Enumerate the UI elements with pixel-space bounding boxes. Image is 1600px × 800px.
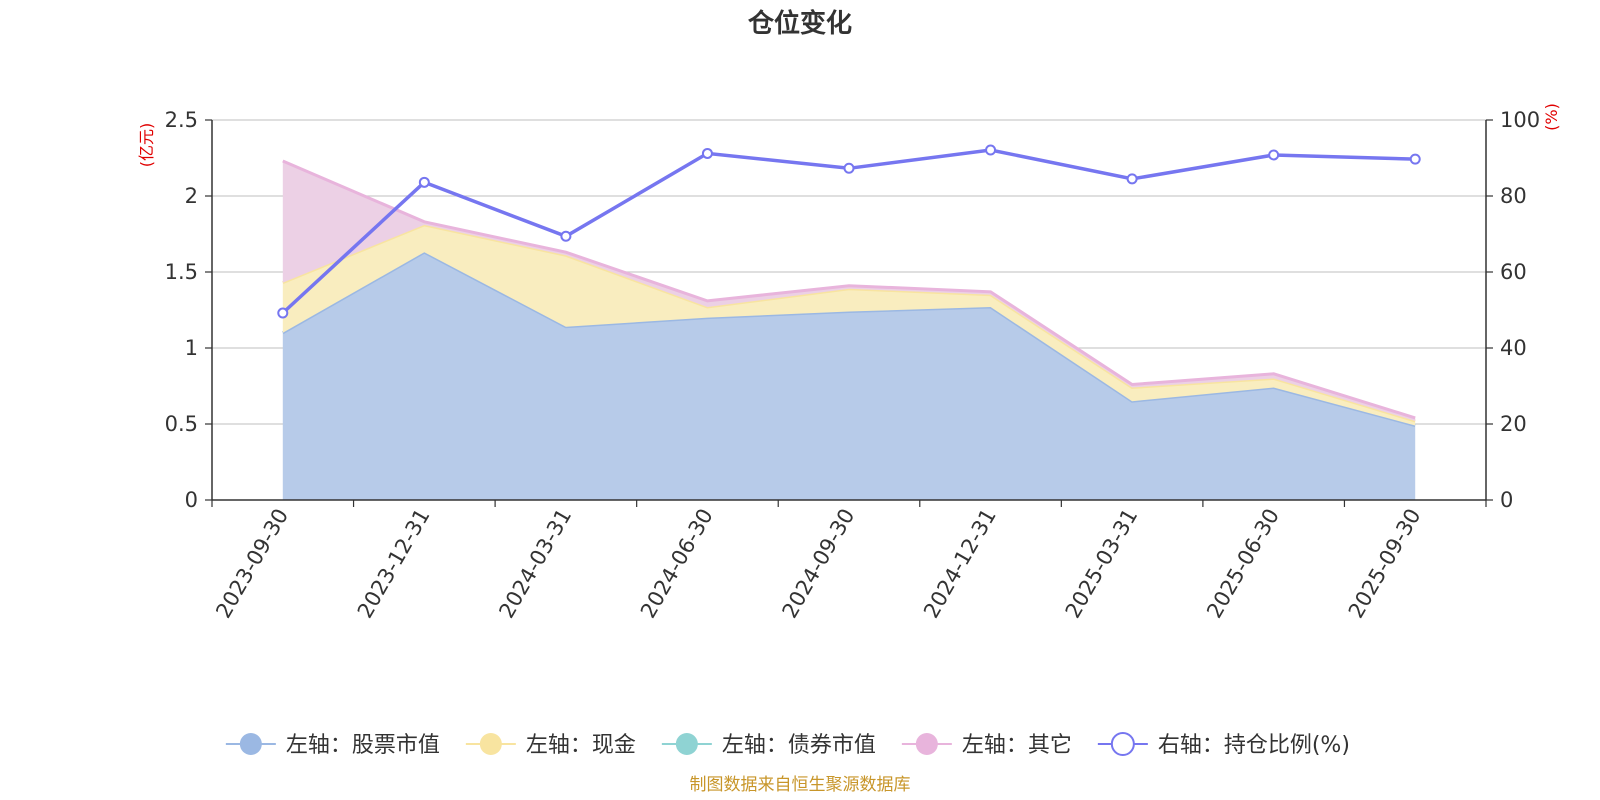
x-tick-label: 2025-03-31	[1061, 505, 1143, 623]
x-tick-label: 2024-06-30	[636, 505, 718, 623]
left-tick-label: 0.5	[165, 412, 198, 436]
legend-label: 左轴：债券市值	[722, 733, 876, 758]
holding-ratio-point	[985, 144, 997, 156]
left-tick-label: 2	[185, 184, 198, 208]
x-tick-label: 2025-09-30	[1344, 505, 1426, 623]
holding-ratio-point	[1268, 149, 1280, 161]
right-tick-label: 60	[1500, 260, 1527, 284]
area-series	[282, 159, 1416, 500]
holding-ratio-point	[560, 230, 572, 242]
holding-ratio-point	[277, 307, 289, 319]
x-tick-label: 2023-09-30	[211, 505, 293, 623]
left-axis-unit: (亿元)	[137, 123, 156, 168]
legend-item[interactable]: 右轴：持仓比例(%)	[1097, 732, 1350, 758]
legend-label: 左轴：股票市值	[286, 733, 440, 758]
right-tick-label: 0	[1500, 488, 1513, 512]
legend-marker-icon	[675, 733, 698, 755]
right-tick-label: 20	[1500, 412, 1527, 436]
right-tick-label: 100	[1500, 108, 1540, 132]
x-axis-ticks: 2023-09-30 2023-12-31 2024-03-31 2024-06-30…	[211, 500, 1487, 623]
left-tick-label: 1.5	[165, 260, 198, 284]
left-tick-label: 2.5	[165, 108, 198, 132]
x-tick-label: 2024-03-31	[494, 505, 576, 623]
area-edge-series-3	[282, 159, 1416, 420]
axes: 0 0.5 1 1.5 2 2.5 0 20 40 60 80 100	[165, 108, 1541, 512]
source-note: 制图数据来自恒生聚源数据库	[690, 775, 911, 795]
legend-item[interactable]: 左轴：股票市值	[225, 733, 440, 758]
legend-label: 右轴：持仓比例(%)	[1158, 733, 1350, 758]
holding-ratio-point	[701, 147, 713, 159]
holding-ratio-point	[843, 162, 855, 174]
left-tick-label: 0	[185, 488, 198, 512]
x-tick-label: 2025-06-30	[1202, 505, 1284, 623]
area-fill-series-0	[282, 252, 1416, 500]
line-series	[277, 144, 1421, 319]
legend-marker-icon	[915, 733, 938, 755]
legend-label: 左轴：其它	[962, 733, 1072, 758]
left-tick-label: 1	[185, 336, 198, 360]
x-tick-label: 2023-12-31	[353, 505, 435, 623]
legend-label: 左轴：现金	[526, 733, 636, 758]
holding-ratio-point	[1126, 173, 1138, 185]
holding-ratio-point	[418, 176, 430, 188]
legend-item[interactable]: 左轴：其它	[901, 733, 1072, 758]
legend-marker-icon	[239, 733, 262, 755]
x-tick-label: 2024-12-31	[919, 505, 1001, 623]
legend-marker-icon	[479, 733, 502, 755]
chart-title: 仓位变化	[747, 8, 852, 39]
holding-ratio-point	[1409, 153, 1421, 165]
area-fill-series-1	[282, 224, 1416, 426]
legend-item[interactable]: 左轴：债券市值	[661, 733, 876, 758]
right-tick-label: 80	[1500, 184, 1527, 208]
legend-marker-icon	[1110, 732, 1135, 756]
legend-item[interactable]: 左轴：现金	[465, 733, 636, 758]
legend: 左轴：股票市值 左轴：现金 左轴：债券市值 左轴：其它 右轴：持仓比例(%)	[225, 732, 1350, 758]
x-tick-label: 2024-09-30	[778, 505, 860, 623]
right-axis-unit: (%)	[1542, 103, 1561, 131]
right-tick-label: 40	[1500, 336, 1527, 360]
